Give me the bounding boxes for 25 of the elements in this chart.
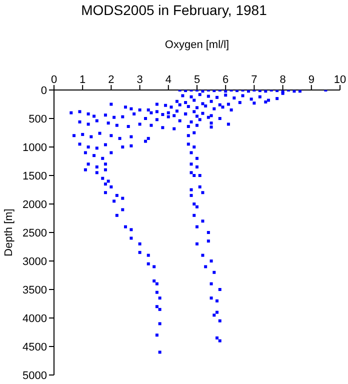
x-tick-label: 1 — [80, 74, 86, 86]
y-tick-label: 3000 — [22, 256, 47, 268]
x-tick-label: 3 — [136, 74, 143, 86]
x-tick-label: 5 — [194, 74, 200, 86]
y-tick-label: 3500 — [22, 284, 47, 296]
y-tick-label: 2500 — [22, 227, 47, 240]
y-tick-label: 4500 — [22, 341, 47, 354]
y-tick-label: 1500 — [22, 170, 47, 182]
chart-title: MODS2005 in February, 1981 — [80, 2, 268, 18]
y-tick-label: 500 — [28, 113, 47, 126]
y-axis-title: Depth [m] — [2, 208, 15, 256]
x-tick-label: 0 — [50, 74, 58, 86]
x-tick-label: 2 — [108, 74, 114, 86]
x-tick-label: 7 — [251, 74, 258, 86]
x-tick-label: 8 — [280, 74, 286, 86]
y-tick-label: 0 — [40, 84, 47, 97]
x-axis-title: Oxygen [ml/l] — [164, 38, 230, 51]
x-tick-label: 6 — [222, 74, 229, 86]
y-tick-label: 2000 — [22, 198, 47, 211]
y-tick-label: 4000 — [22, 312, 47, 325]
x-tick-label: 9 — [308, 74, 314, 86]
x-tick-label: 10 — [334, 74, 346, 86]
y-tick-label: 1000 — [22, 142, 47, 154]
x-tick-label: 4 — [165, 74, 172, 86]
y-tick-label: 5000 — [22, 370, 47, 382]
